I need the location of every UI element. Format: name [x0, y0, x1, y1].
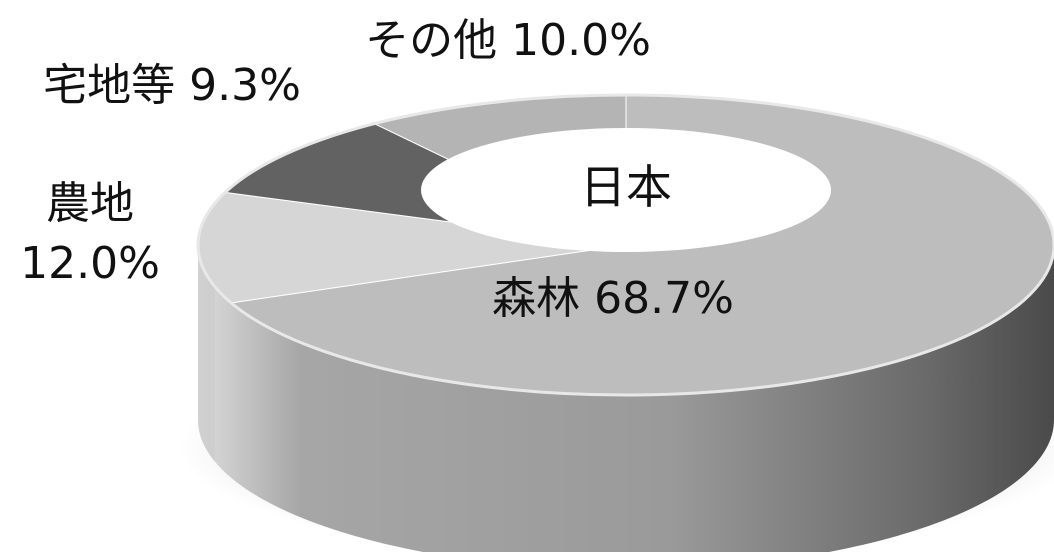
slice-label-residential: 宅地等 9.3% [43, 60, 301, 111]
slice-label-forest: 森林 68.7% [492, 273, 734, 324]
disc-side-wall [198, 245, 1054, 557]
slice-label-farmland: 農地 [46, 178, 134, 229]
center-label: 日本 [580, 160, 672, 214]
disc-side-left-highlight [198, 245, 215, 462]
slice-label-other: その他 10.0% [365, 15, 651, 66]
slice-label-farmland-value: 12.0% [20, 238, 160, 289]
donut-hole [421, 128, 831, 252]
disc-rim [196, 93, 1054, 397]
